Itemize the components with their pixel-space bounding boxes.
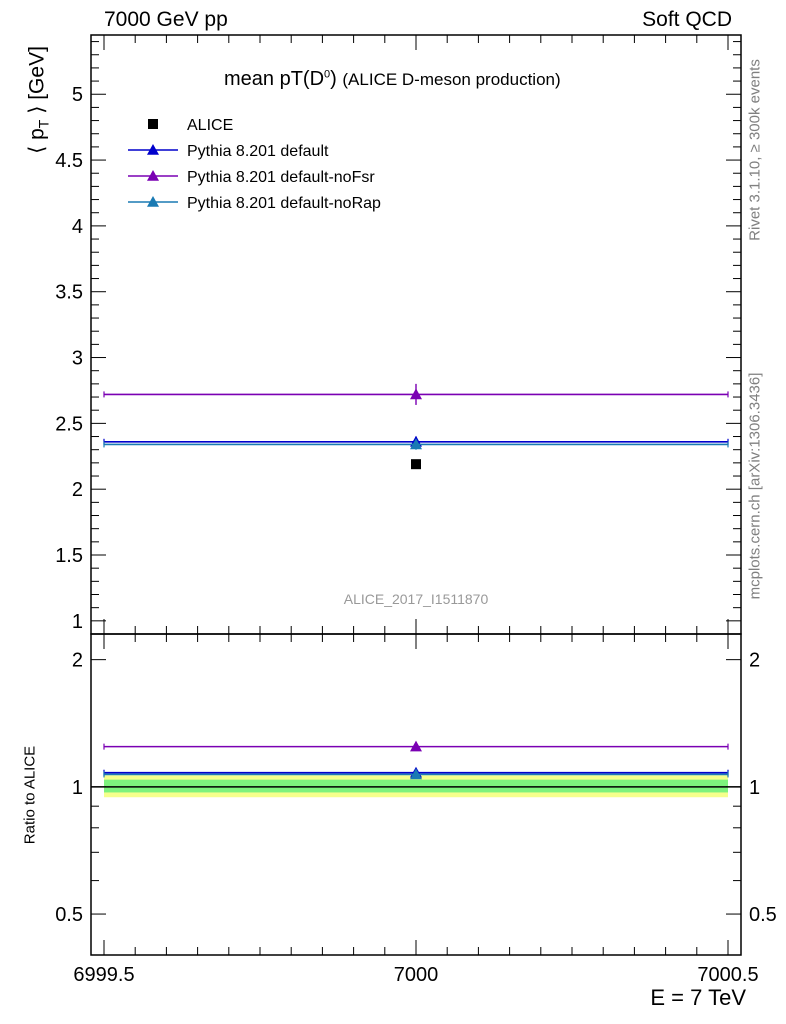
plot-title-main: mean pT(D bbox=[224, 68, 325, 90]
ratio-ytick-label-right: 2 bbox=[749, 650, 760, 672]
ratio-series-noRap bbox=[103, 768, 729, 780]
ratio-ytick-label-right: 0.5 bbox=[749, 904, 777, 926]
ratio-point-noFsr bbox=[410, 740, 422, 752]
main-point-alice bbox=[411, 459, 421, 470]
header-left-label: 7000 GeV pp bbox=[104, 8, 228, 31]
ratio-series-noFsr bbox=[103, 740, 729, 752]
main-ytick-label: 2.5 bbox=[55, 413, 83, 435]
main-ytick-label: 1 bbox=[72, 611, 83, 633]
xtick-label: 7000.5 bbox=[697, 964, 758, 986]
xtick-label: 7000 bbox=[394, 964, 439, 986]
ratio-ytick-label-left: 1 bbox=[72, 777, 83, 799]
main-series-noRap bbox=[103, 438, 729, 450]
xtick-label: 6999.5 bbox=[73, 964, 134, 986]
main-ytick-label: 3 bbox=[72, 348, 83, 370]
main-ytick-label: 1.5 bbox=[55, 545, 83, 567]
x-axis-label: E = 7 TeV bbox=[650, 985, 746, 1010]
legend-marker-default bbox=[147, 144, 159, 155]
legend-label-default: Pythia 8.201 default bbox=[187, 143, 329, 160]
main-ytick-label: 4.5 bbox=[55, 150, 83, 172]
plot-title-sup: 0 bbox=[324, 68, 331, 81]
header-right-label: Soft QCD bbox=[642, 8, 732, 31]
main-ytick-label: 2 bbox=[72, 479, 83, 501]
ratio-band-inner bbox=[104, 779, 728, 793]
legend-label-noRap: Pythia 8.201 default-noRap bbox=[187, 195, 381, 212]
main-point-noRap bbox=[410, 438, 422, 450]
ratio-ytick-label-left: 2 bbox=[72, 650, 83, 672]
legend: ALICE Pythia 8.201 default Pythia 8.201 de… bbox=[128, 117, 381, 212]
legend-item-default: Pythia 8.201 default bbox=[128, 143, 329, 160]
main-ytick-label: 4 bbox=[72, 216, 83, 238]
ratio-point-noRap bbox=[410, 768, 422, 780]
main-series-noFsr bbox=[103, 383, 729, 405]
main-ytick-label: 3.5 bbox=[55, 282, 83, 304]
data-series bbox=[103, 383, 729, 780]
legend-marker-noRap bbox=[147, 196, 159, 207]
axis-tick-labels: 1 1.5 2 2.5 3 3.5 4 4.5 5 0.5 0.5 1 1 2 2 6999.5 7000 700… bbox=[55, 84, 777, 986]
plot-title: mean pT(D0) (ALICE D-meson production) bbox=[224, 68, 561, 91]
legend-label-noFsr: Pythia 8.201 default-noFsr bbox=[187, 169, 375, 186]
ratio-ytick-label-right: 1 bbox=[749, 777, 760, 799]
main-ytick-label: 5 bbox=[72, 84, 83, 106]
plot-title-close: ) bbox=[330, 68, 337, 90]
axis-ticks bbox=[91, 35, 741, 956]
legend-marker-alice bbox=[148, 119, 158, 129]
legend-item-noFsr: Pythia 8.201 default-noFsr bbox=[128, 169, 375, 186]
main-series-alice bbox=[411, 459, 421, 470]
legend-marker-noFsr bbox=[147, 170, 159, 181]
ratio-ytick-label-left: 0.5 bbox=[55, 904, 83, 926]
legend-item-alice: ALICE bbox=[148, 117, 233, 134]
legend-item-noRap: Pythia 8.201 default-noRap bbox=[128, 195, 381, 212]
main-point-noFsr bbox=[410, 388, 422, 400]
plot-title-sub: (ALICE D-meson production) bbox=[342, 70, 561, 89]
analysis-id-label: ALICE_2017_I1511870 bbox=[343, 591, 489, 607]
legend-label-alice: ALICE bbox=[187, 117, 233, 134]
ratio-uncertainty-bands bbox=[91, 775, 741, 798]
